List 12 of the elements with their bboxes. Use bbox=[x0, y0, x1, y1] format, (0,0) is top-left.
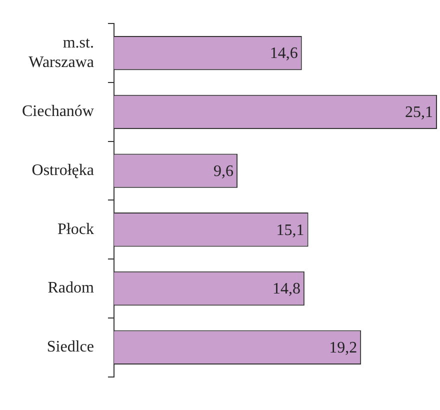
y-tick-label: Ostrołęka bbox=[32, 162, 94, 179]
y-tick-label: Radom bbox=[48, 280, 95, 297]
data-label: 19,2 bbox=[329, 340, 358, 357]
y-tick-label: Ciechanów bbox=[22, 103, 94, 120]
data-label: 14,8 bbox=[272, 280, 300, 298]
data-label: 14,6 bbox=[270, 45, 298, 62]
data-label: 25,1 bbox=[405, 104, 433, 122]
y-tick-label: Siedlce bbox=[46, 338, 94, 356]
data-label: 9,6 bbox=[214, 162, 234, 180]
y-tick-label: Płock bbox=[58, 220, 94, 238]
data-label: 15,1 bbox=[276, 222, 304, 239]
y-tick-label: m.st. Warszawa bbox=[28, 34, 94, 71]
